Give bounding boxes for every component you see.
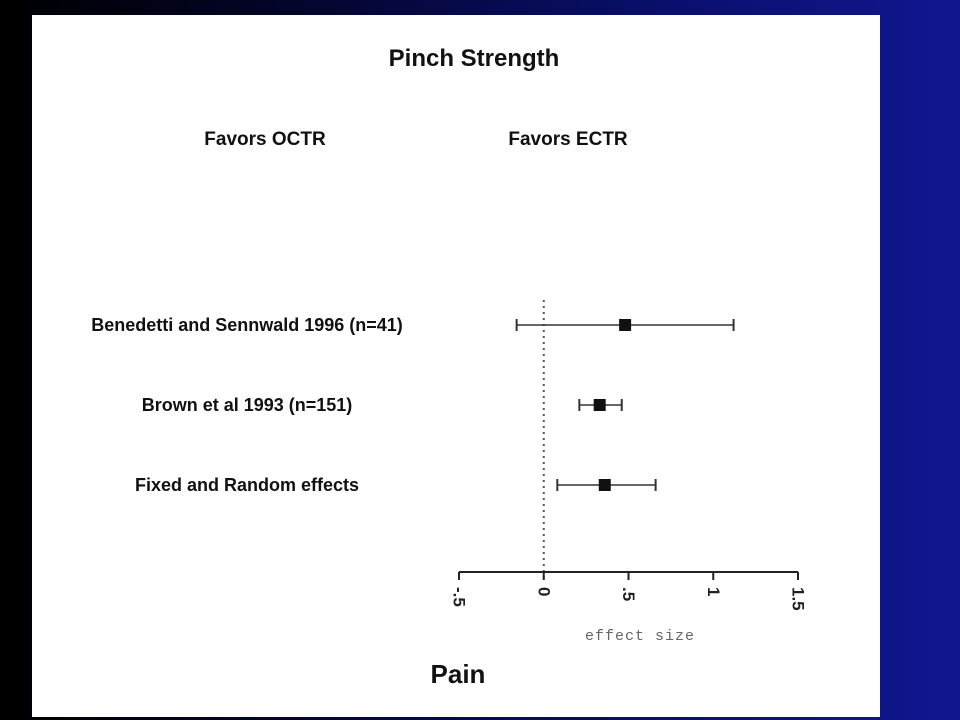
- x-axis-label: effect size: [585, 628, 695, 645]
- study-label: Brown et al 1993 (n=151): [142, 395, 353, 415]
- study-label: Benedetti and Sennwald 1996 (n=41): [91, 315, 403, 335]
- x-tick-label: 1: [704, 587, 723, 596]
- x-tick-label: 1.5: [789, 587, 808, 611]
- study-estimate-marker: [593, 399, 606, 411]
- x-tick-label: -.5: [450, 587, 469, 607]
- forest-plot: Pinch Strength Favors OCTR Favors ECTR B…: [91, 45, 808, 689]
- study-estimate-marker: [619, 319, 632, 331]
- studies-layer: Benedetti and Sennwald 1996 (n=41) Brown …: [91, 315, 735, 495]
- favors-right-label: Favors ECTR: [508, 129, 628, 150]
- chart-title: Pinch Strength: [389, 45, 560, 72]
- x-ticks-layer: -.5 0 .5 1 1.5: [450, 572, 808, 611]
- x-tick-label: .5: [619, 587, 638, 601]
- study-estimate-marker: [598, 479, 611, 491]
- study-label: Fixed and Random effects: [135, 475, 359, 495]
- footer-label: Pain: [431, 659, 486, 689]
- favors-left-label: Favors OCTR: [204, 129, 326, 150]
- x-tick-label: 0: [534, 587, 553, 596]
- slide-panel: Pinch Strength Favors OCTR Favors ECTR B…: [32, 15, 880, 717]
